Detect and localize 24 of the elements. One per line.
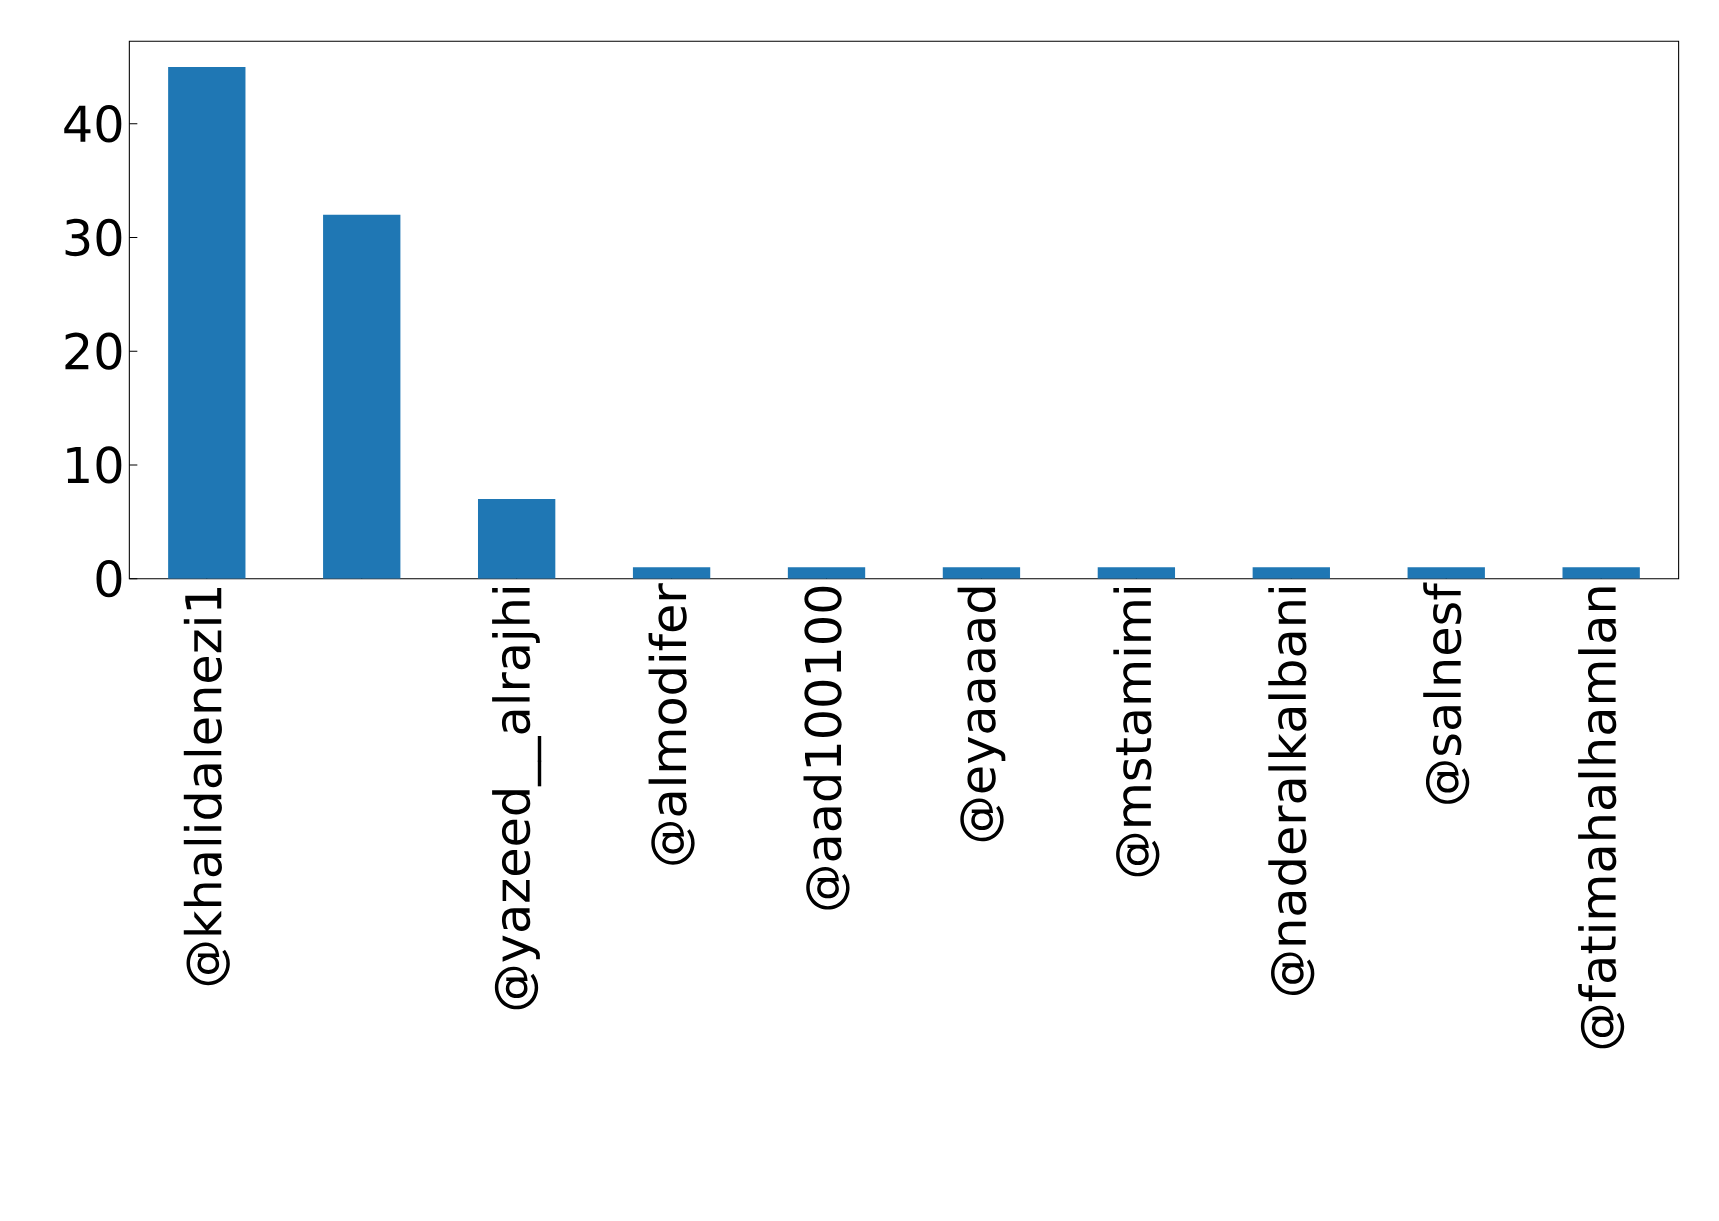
bar: [1407, 567, 1485, 579]
x-tick-label: @salnesf: [1423, 582, 1470, 804]
x-tick-label: @naderalkalbani: [1268, 587, 1315, 995]
y-tick-label: 10: [67, 446, 122, 484]
x-tick-label: @almodifer: [648, 583, 695, 865]
bar: [477, 499, 556, 579]
y-tick-label: 20: [65, 332, 122, 370]
bar: [1097, 567, 1176, 579]
x-tick-label: @eyaaaad: [957, 587, 1006, 842]
x-tick-label: @mstamimi: [1113, 588, 1160, 877]
x-tick-label: @yazeed__alrajhi: [492, 587, 542, 1010]
y-tick-label: 40: [64, 105, 122, 143]
bar: [323, 214, 401, 579]
bar: [1252, 567, 1330, 579]
x-tick-label: @aad100100: [803, 586, 850, 910]
x-tick-label: @khalidalenezi1: [183, 587, 230, 986]
bar: [942, 567, 1021, 579]
y-tick-label: 30: [65, 218, 122, 257]
bar: [168, 66, 246, 579]
bar: [1562, 567, 1640, 579]
x-tick-label: @fatimahalhamlan: [1578, 587, 1625, 1049]
y-tick-label: 0: [96, 560, 122, 598]
bar: [787, 567, 866, 579]
bar: [632, 567, 711, 579]
